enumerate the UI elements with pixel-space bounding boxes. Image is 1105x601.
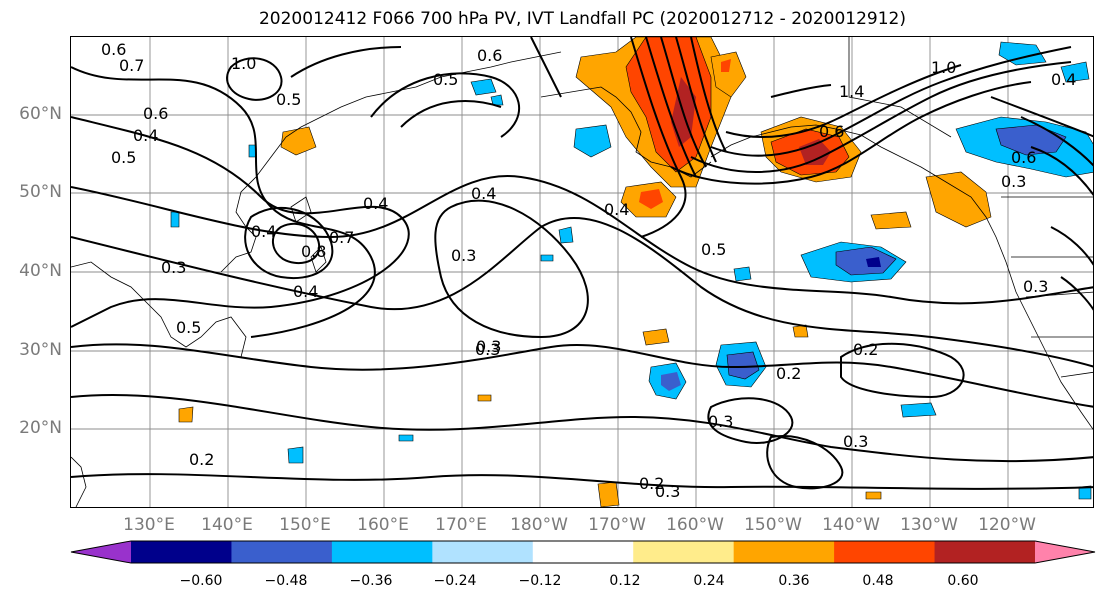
colorbar-segment [934, 541, 1036, 563]
lon-label: 140°W [822, 515, 880, 535]
contour-label: 0.3 [476, 337, 501, 356]
contour-label: 1.0 [931, 58, 956, 77]
contour-label: 0.4 [363, 194, 388, 213]
contour-label: 0.2 [853, 340, 878, 359]
contour-labels: 0.6 0.7 0.6 1.0 0.6 0.5 0.4 0.5 0.5 0.3 … [101, 40, 1076, 501]
contour-label: 0.6 [819, 122, 844, 141]
lat-label: 60°N [19, 104, 62, 124]
lon-label: 120°W [978, 515, 1036, 535]
lon-label: 130°W [900, 515, 958, 535]
colorbar-tick: −0.36 [349, 573, 393, 589]
chart-title: 2020012412 F066 700 hPa PV, IVT Landfall… [258, 9, 906, 29]
lon-label: 170°W [588, 515, 646, 535]
lon-label: 140°E [201, 515, 253, 535]
lon-label: 180°W [510, 515, 568, 535]
contour-label: 0.2 [776, 364, 801, 383]
contour-label: 0.3 [1023, 277, 1048, 296]
contour-label: 0.5 [276, 90, 301, 109]
contour-label: 0.4 [471, 184, 496, 203]
lat-label: 50°N [19, 182, 62, 202]
contour-label: 0.5 [701, 240, 726, 259]
contour-label: 0.3 [843, 432, 868, 451]
lon-label: 170°E [435, 515, 487, 535]
contour-label: 1.4 [839, 82, 864, 101]
negative-anomaly-fills [170, 41, 1093, 500]
colorbar-segment [71, 541, 131, 563]
contour-label: 0.3 [451, 246, 476, 265]
lon-label: 150°E [279, 515, 331, 535]
map-panel: 0.6 0.7 0.6 1.0 0.6 0.5 0.4 0.5 0.5 0.3 … [70, 36, 1094, 508]
contour-label: 0.3 [161, 258, 186, 277]
contour-label: 0.8 [301, 242, 326, 261]
contour-label: 1.0 [231, 54, 256, 73]
colorbar-tick: 0.24 [693, 573, 725, 589]
contour-label: 0.6 [1011, 148, 1036, 167]
lon-label: 160°W [666, 515, 724, 535]
contour-label: 0.5 [111, 148, 136, 167]
colorbar-tick: −0.60 [179, 573, 223, 589]
contour-label: 0.4 [133, 126, 158, 145]
colorbar-segment [131, 541, 232, 563]
colorbar-outline [70, 540, 1096, 564]
colorbar-tick: −0.48 [264, 573, 308, 589]
contour-label: 0.7 [119, 56, 144, 75]
colorbar-segment [1035, 541, 1095, 563]
contour-label: 0.6 [101, 40, 126, 59]
colorbar-segment [834, 541, 936, 563]
contour-label: 0.3 [708, 412, 733, 431]
contour-label: 0.4 [251, 222, 276, 241]
contour-label: 0.4 [604, 200, 629, 219]
lat-label: 20°N [19, 418, 62, 438]
coastlines [71, 37, 1093, 507]
colorbar-segment [231, 541, 333, 563]
map-canvas: 0.6 0.7 0.6 1.0 0.6 0.5 0.4 0.5 0.5 0.3 … [71, 37, 1093, 507]
contour-label: 0.7 [329, 228, 354, 247]
positive-anomaly-fills [178, 37, 992, 507]
contour-label: 0.3 [475, 340, 500, 359]
colorbar-tick: −0.24 [433, 573, 477, 589]
colorbar-segment [331, 541, 433, 563]
colorbar-segments [70, 540, 1096, 564]
colorbar-segment [633, 541, 735, 563]
lat-label: 40°N [19, 261, 62, 281]
colorbar-tick: 0.60 [947, 573, 979, 589]
contour-label: 0.2 [189, 450, 214, 469]
contour-label: 0.3 [1001, 172, 1026, 191]
contour-label: 0.6 [143, 104, 168, 123]
contour-label: 0.4 [293, 282, 318, 301]
lon-label: 160°E [357, 515, 409, 535]
contour-label: 0.5 [176, 318, 201, 337]
contour-label: 0.4 [1051, 70, 1076, 89]
lon-label: 130°E [123, 515, 175, 535]
contour-label: 0.3 [655, 482, 680, 501]
lat-label: 30°N [19, 340, 62, 360]
pv-contours [71, 37, 1093, 490]
colorbar-tick: 0.12 [609, 573, 641, 589]
contour-label: 0.2 [639, 474, 664, 493]
colorbar-tick: −0.12 [518, 573, 562, 589]
colorbar-segment [532, 541, 634, 563]
colorbar-tick: 0.36 [778, 573, 810, 589]
lon-label: 150°W [744, 515, 802, 535]
colorbar [70, 540, 1096, 564]
contour-label: 0.5 [433, 70, 458, 89]
colorbar-segment [733, 541, 835, 563]
contour-label: 0.6 [477, 46, 502, 65]
colorbar-tick: 0.48 [862, 573, 894, 589]
colorbar-segment [432, 541, 534, 563]
